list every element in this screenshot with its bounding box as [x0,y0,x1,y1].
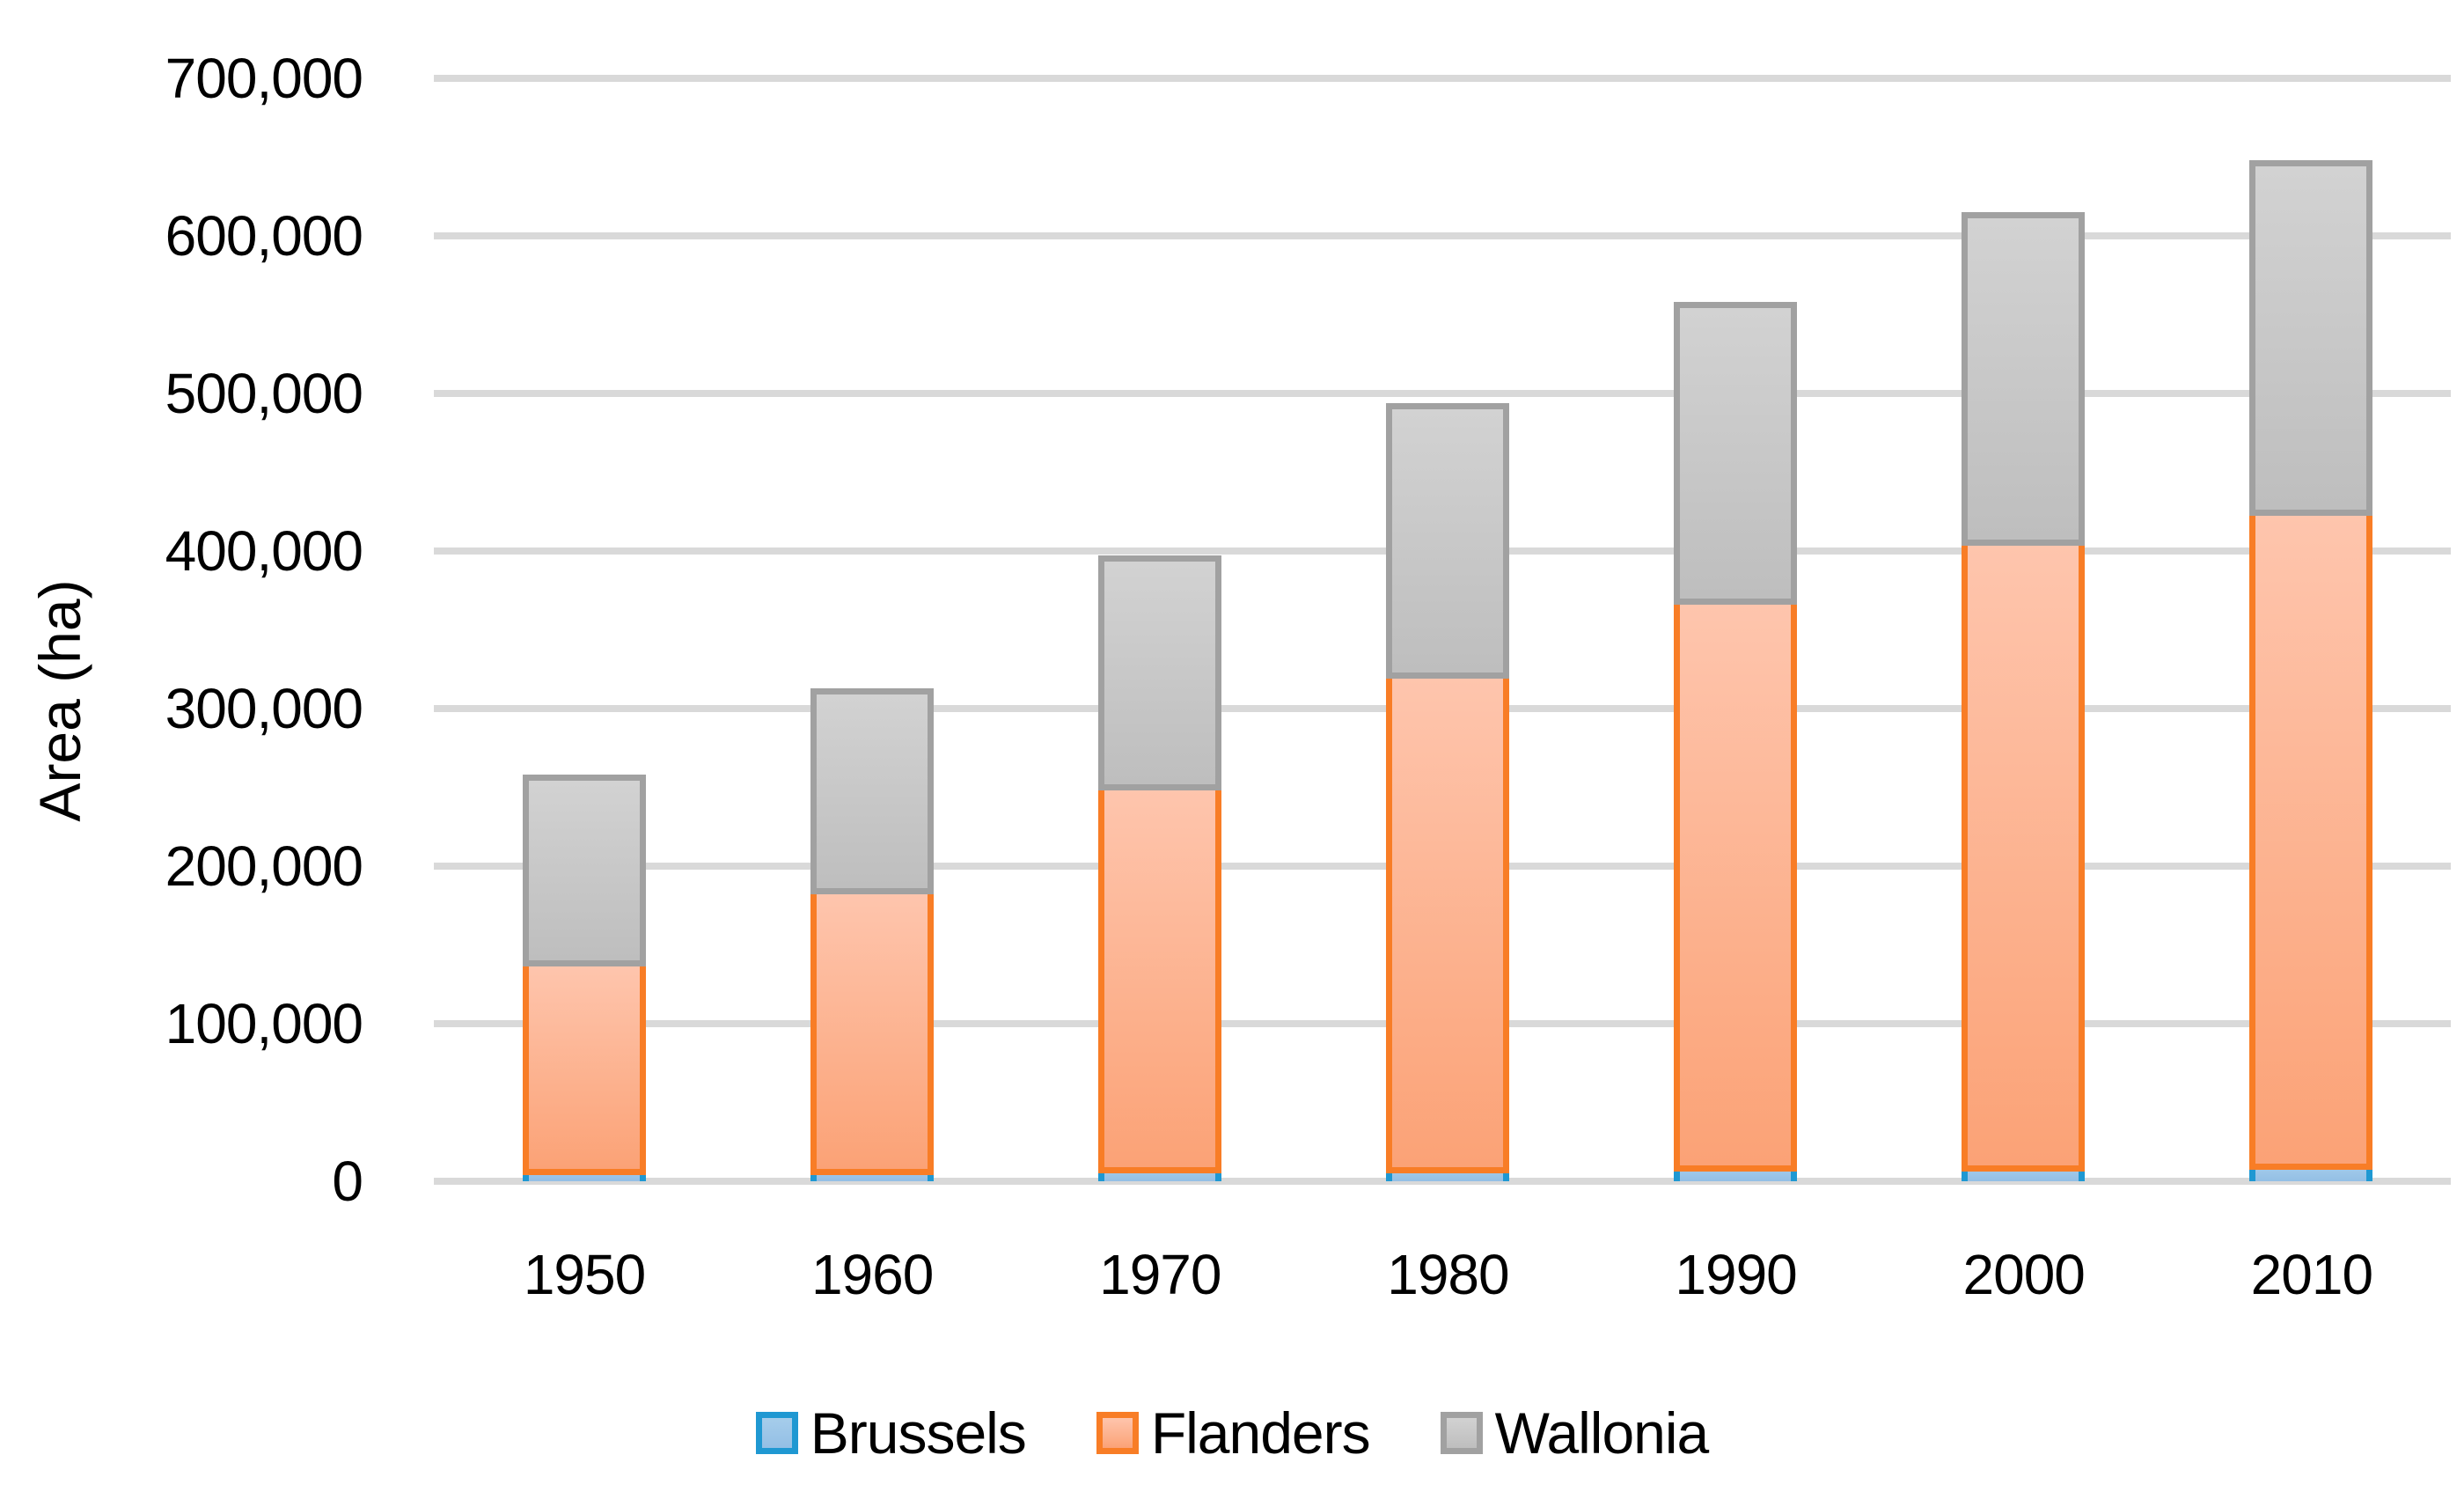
y-tick-label: 600,000 [165,204,363,268]
x-tick-label: 2010 [2250,1243,2373,1306]
x-tick-label: 1980 [1387,1243,1509,1306]
x-tick-label: 1950 [523,1243,646,1306]
bar-group-2000 [1962,78,2086,1181]
legend: Brussels Flanders Wallonia [0,1398,2464,1468]
bar-segment-wallonia [1386,402,1509,679]
bar-group-2010 [2249,78,2373,1181]
bar-segment-wallonia [2249,160,2373,517]
bar-segment-flanders [1097,783,1221,1173]
legend-item-flanders: Flanders [1096,1398,1371,1468]
bar-group-1960 [810,78,934,1181]
bar-segment-flanders [1962,540,2086,1172]
y-tick-label: 200,000 [165,834,363,898]
bar-segment-flanders [1674,598,1798,1172]
legend-item-wallonia: Wallonia [1440,1398,1710,1468]
bar-segment-wallonia [1097,555,1221,790]
y-tick-label: 400,000 [165,519,363,583]
legend-item-brussels: Brussels [755,1398,1027,1468]
bar-segment-flanders [522,960,646,1175]
bar-segment-flanders [1386,672,1509,1173]
gridline [434,390,2451,397]
x-axis-line [434,1178,2451,1185]
legend-label: Flanders [1150,1400,1371,1466]
bar-group-1970 [1097,78,1221,1181]
legend-swatch-brussels [755,1412,798,1454]
bar-segment-wallonia [522,775,646,967]
bar-segment-flanders [810,888,934,1175]
bar-group-1990 [1674,78,1798,1181]
x-tick-label: 2000 [1962,1243,2086,1306]
gridline [434,232,2451,239]
bar-segment-flanders [2249,510,2373,1171]
y-tick-label: 700,000 [165,47,363,110]
bar-segment-wallonia [1962,212,2086,547]
x-tick-label: 1990 [1675,1243,1797,1306]
gridline [434,75,2451,82]
y-tick-label: 100,000 [165,992,363,1055]
bar-group-1950 [522,78,646,1181]
bar-segment-wallonia [810,687,934,895]
plot-area [434,75,2455,1185]
y-tick-label: 500,000 [165,362,363,425]
legend-label: Wallonia [1494,1400,1710,1466]
legend-label: Brussels [810,1400,1027,1466]
bar-group-1980 [1386,78,1509,1181]
legend-swatch-flanders [1096,1412,1139,1454]
bar-segment-wallonia [1674,302,1798,605]
x-tick-label: 1960 [810,1243,934,1306]
y-tick-label: 0 [332,1150,363,1213]
x-tick-label: 1970 [1099,1243,1221,1306]
y-tick-label: 300,000 [165,677,363,740]
legend-swatch-wallonia [1440,1412,1483,1454]
